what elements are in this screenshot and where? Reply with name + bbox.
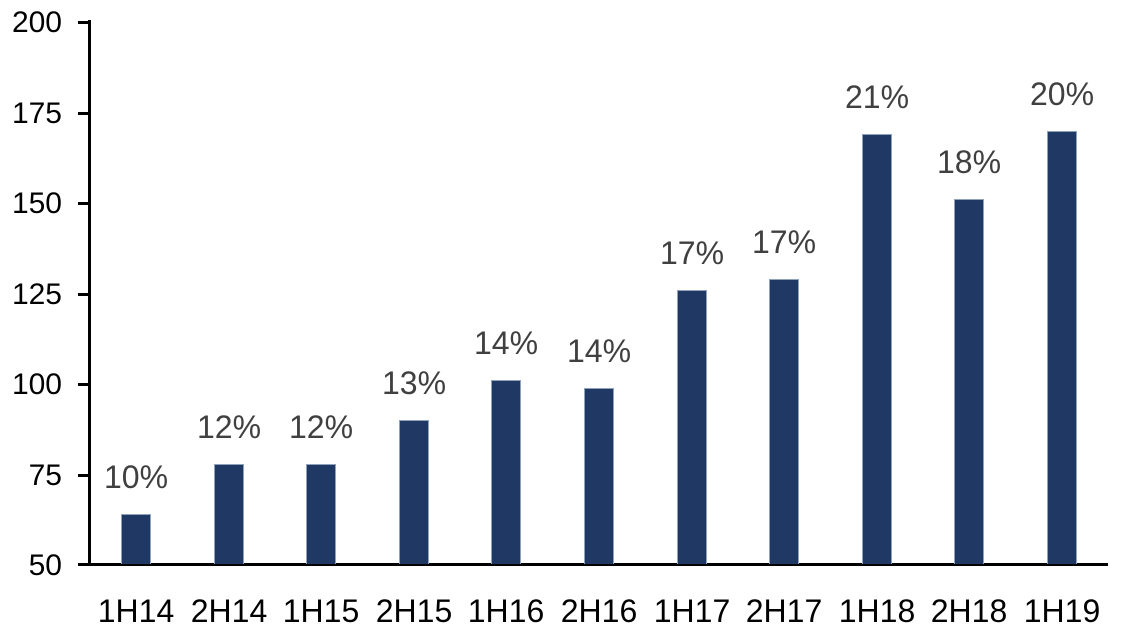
x-tick-label: 2H16 [560,593,638,629]
y-tick-label: 125 [11,278,62,311]
bar-value-label: 13% [381,365,447,401]
y-tick-mark [78,112,90,115]
x-tick-label: 1H17 [653,593,731,629]
x-tick-label: 1H18 [838,593,916,629]
bar-value-label: 17% [659,235,725,271]
x-tick-label: 2H17 [745,593,823,629]
bar-value-label: 14% [566,333,632,369]
y-tick-mark [78,474,90,477]
x-tick-label: 1H15 [282,593,360,629]
x-axis-line [78,563,1108,566]
bar [491,380,521,564]
y-tick-mark [78,383,90,386]
bar [214,464,244,564]
bar-value-label: 12% [288,409,354,445]
y-tick-label: 100 [11,368,62,401]
bar-value-label: 14% [473,325,539,361]
x-tick-label: 1H16 [467,593,545,629]
bar-value-label: 17% [751,224,817,260]
y-tick-mark [78,202,90,205]
y-tick-mark [78,21,90,24]
bar [954,199,984,564]
bar-value-label: 20% [1029,76,1095,112]
bar [306,464,336,564]
x-tick-label: 1H19 [1023,593,1101,629]
x-tick-label: 2H18 [930,593,1008,629]
bar [121,514,151,564]
y-tick-label: 150 [11,187,62,220]
y-tick-mark [78,293,90,296]
y-axis-line [88,20,91,565]
y-tick-label: 75 [28,459,62,492]
bar [769,279,799,564]
x-tick-label: 2H15 [375,593,453,629]
y-tick-label: 175 [11,97,62,130]
bar-value-label: 21% [844,79,910,115]
bar [862,134,892,564]
bar [584,388,614,564]
x-tick-label: 2H14 [190,593,268,629]
y-tick-label: 50 [28,549,62,582]
bar [399,420,429,564]
bar [677,290,707,564]
x-tick-label: 1H14 [97,593,175,629]
bar-value-label: 10% [103,459,169,495]
bar-value-label: 12% [196,409,262,445]
bar [1047,131,1077,564]
bar-value-label: 18% [936,144,1002,180]
y-tick-label: 200 [11,6,62,39]
